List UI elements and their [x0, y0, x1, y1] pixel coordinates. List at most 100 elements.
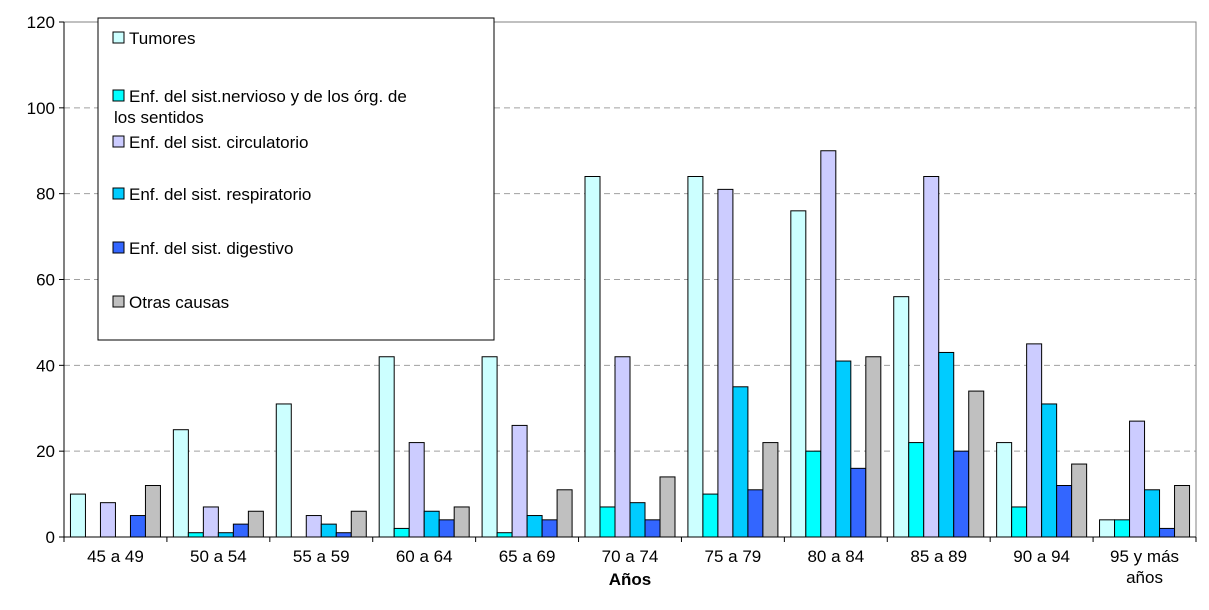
bar: [408, 442, 425, 538]
bar: [614, 356, 631, 538]
bar: [968, 390, 985, 538]
bar: [144, 485, 161, 538]
y-tick-label: 20: [36, 442, 55, 461]
bar: [1159, 527, 1176, 538]
bar: [850, 467, 867, 538]
bar: [805, 450, 822, 538]
bar: [820, 150, 837, 538]
x-tick-label: 75 a 79: [705, 547, 762, 566]
y-tick-labels: 0 20 40 60 80 100 120: [27, 13, 55, 547]
legend-label: Tumores: [129, 29, 195, 48]
bar: [1174, 485, 1191, 538]
bar: [217, 532, 234, 538]
y-tick-label: 60: [36, 271, 55, 290]
bar: [481, 356, 498, 538]
x-tick-label: 55 a 59: [293, 547, 350, 566]
bar: [556, 489, 573, 538]
bar: [320, 523, 337, 538]
axes: [59, 21, 1197, 542]
bar: [305, 515, 322, 538]
bar: [335, 532, 352, 538]
bar: [1056, 485, 1073, 538]
legend-label: Enf. del sist. respiratorio: [129, 185, 311, 204]
legend-swatch: [112, 31, 125, 44]
y-tick-label: 120: [27, 13, 55, 32]
bar: [1026, 343, 1043, 538]
bar: [423, 510, 440, 538]
bar: [938, 351, 955, 538]
bar: [659, 476, 676, 538]
legend-label: Enf. del sist. digestivo: [129, 239, 293, 258]
bar: [893, 296, 910, 538]
bar: [1129, 420, 1146, 538]
bar: [599, 506, 616, 538]
bar: [172, 429, 189, 538]
y-tick-label: 80: [36, 185, 55, 204]
x-tick-labels: 45 a 49 50 a 54 55 a 59 60 a 64 65 a 69 70 a …: [87, 547, 1179, 587]
legend-swatch: [112, 89, 125, 102]
bar: [747, 489, 764, 538]
legend-swatch: [112, 187, 125, 200]
bar: [69, 493, 86, 538]
bar: [953, 450, 970, 538]
bar: [1071, 463, 1088, 538]
bar: [629, 502, 646, 538]
bar: [732, 386, 749, 538]
bar: [232, 523, 249, 538]
bar: [511, 424, 528, 538]
legend-swatch: [112, 295, 125, 308]
bar: [644, 519, 661, 538]
bar: [129, 515, 146, 538]
bar: [923, 176, 940, 538]
legend-label: Enf. del sist.nervioso y de los órg. de l…: [114, 87, 407, 127]
x-tick-label: 95 y más años: [1110, 547, 1179, 587]
y-tick-label: 0: [46, 528, 55, 547]
bar: [1099, 519, 1116, 538]
bar: [393, 527, 410, 538]
bar: [790, 210, 807, 538]
bar: [702, 493, 719, 538]
x-tick-label: 80 a 84: [807, 547, 864, 566]
legend-swatch: [112, 135, 125, 148]
bar: [865, 356, 882, 538]
bar: [438, 519, 455, 538]
bar: [541, 519, 558, 538]
x-axis-title: Años: [609, 570, 652, 589]
bar: [584, 176, 601, 538]
bar: [350, 510, 367, 538]
x-tick-label: 45 a 49: [87, 547, 144, 566]
bar: [496, 532, 513, 538]
legend: Tumores Enf. del sist.nervioso y de los ó…: [97, 17, 495, 341]
bar: [247, 510, 264, 538]
x-tick-label: 60 a 64: [396, 547, 453, 566]
y-tick-label: 100: [27, 99, 55, 118]
bar: [1114, 519, 1131, 538]
bar: [687, 176, 704, 538]
bar: [526, 515, 543, 538]
bar: [1144, 489, 1161, 538]
x-tick-label: 90 a 94: [1013, 547, 1070, 566]
bar: [835, 360, 852, 538]
x-tick-label: 70 a 74: [602, 547, 659, 566]
bar: [453, 506, 470, 538]
legend-label: Otras causas: [129, 293, 229, 312]
bar: [717, 188, 734, 538]
bar: [762, 442, 779, 538]
legend-box: [97, 17, 495, 341]
bars: [69, 150, 1191, 538]
bar: [275, 403, 292, 538]
bar: [1041, 403, 1058, 538]
bar: [378, 356, 395, 538]
x-tick-label: 85 a 89: [910, 547, 967, 566]
x-tick-label: 65 a 69: [499, 547, 556, 566]
legend-swatch: [112, 241, 125, 254]
y-tick-label: 40: [36, 356, 55, 375]
bar: [996, 442, 1013, 538]
bar: [187, 532, 204, 538]
bar: [1011, 506, 1028, 538]
bar: [99, 502, 116, 538]
bar: [908, 442, 925, 538]
bar: [202, 506, 219, 538]
